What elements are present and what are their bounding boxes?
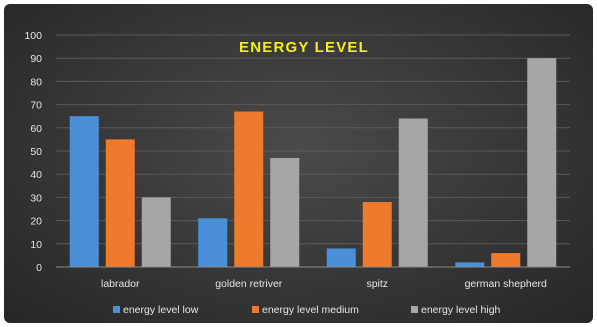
y-tick-label: 20 [30,216,42,228]
legend-label: energy level low [123,304,199,316]
x-category-label: labrador [101,278,140,290]
bar-energy-level-low-spitz [326,248,356,267]
legend-swatch [252,306,259,313]
y-tick-label: 60 [30,123,42,135]
y-axis-ticks: 0 10 20 30 40 50 60 70 80 90 100 [24,30,42,274]
bar-energy-level-high-spitz [398,118,428,268]
bar-energy-level-low-labrador [69,116,99,267]
legend: energy level low energy level medium energ… [113,304,501,316]
y-tick-label: 70 [30,100,42,112]
y-tick-label: 30 [30,192,42,204]
bar-chart: 0 10 20 30 40 50 60 70 80 90 100 labrador golden re… [24,30,570,316]
chart-title: ENERGY LEVEL [239,39,369,56]
bar-energy-level-high-german-shepherd [527,58,557,268]
y-tick-label: 90 [30,53,42,65]
bar-energy-level-high-golden-retriver [270,157,300,267]
bar-energy-level-medium-german-shepherd [491,253,521,267]
y-tick-label: 0 [36,262,42,274]
y-tick-label: 100 [24,30,42,42]
y-tick-label: 50 [30,146,42,158]
bar-energy-level-high-labrador [141,197,171,267]
legend-label: energy level medium [262,304,359,316]
bar-energy-level-medium-labrador [105,139,135,267]
y-tick-label: 10 [30,239,42,251]
bar-energy-level-low-german-shepherd [455,262,485,267]
legend-swatch [113,306,120,313]
y-tick-label: 40 [30,169,42,181]
x-category-label: spitz [366,278,388,290]
legend-label: energy level high [421,304,501,316]
x-category-label: golden retriver [215,278,283,290]
bar-energy-level-medium-spitz [362,202,392,267]
bar-energy-level-low-golden-retriver [198,218,228,267]
y-tick-label: 80 [30,76,42,88]
chart-container: 0 10 20 30 40 50 60 70 80 90 100 labrador golden re… [4,4,593,323]
x-axis-categories: labrador golden retriver spitz german sheph… [101,278,547,290]
legend-swatch [411,306,418,313]
bars [69,58,557,268]
bar-energy-level-medium-golden-retriver [234,111,264,267]
x-category-label: german shepherd [465,278,547,290]
gridlines [56,34,570,245]
